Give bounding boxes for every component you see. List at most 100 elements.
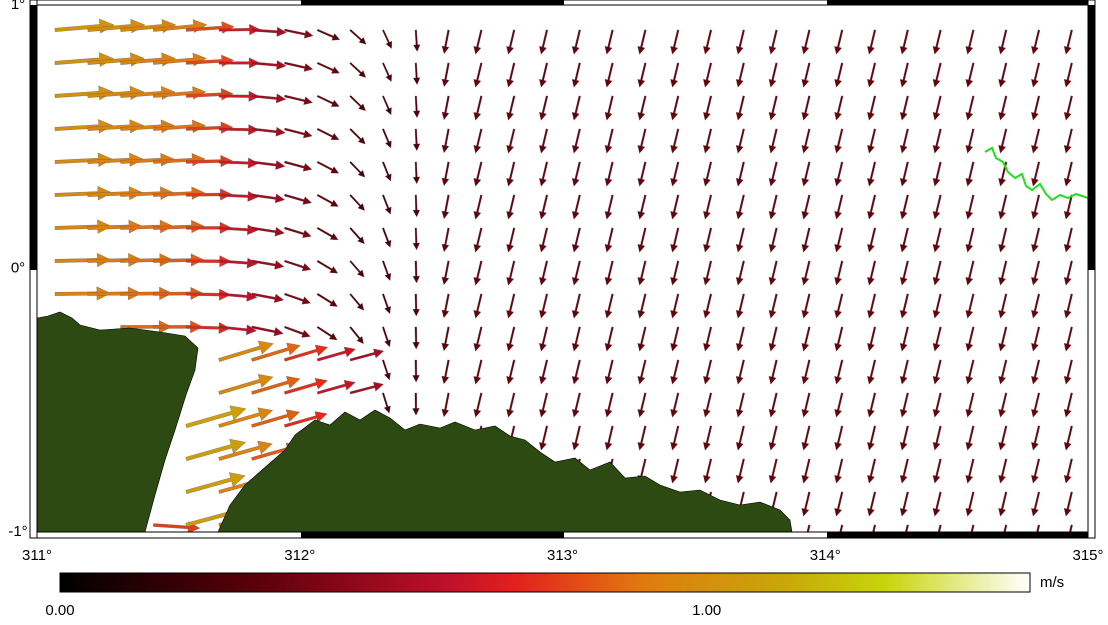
vector-arrow [1063, 128, 1073, 154]
vector-arrow [412, 128, 421, 152]
vector-arrow [670, 293, 680, 319]
vector-arrow [54, 219, 112, 234]
vector-arrow [1069, 524, 1073, 532]
vector-arrow [768, 194, 778, 220]
vector-arrow [284, 411, 328, 428]
vector-arrow [506, 62, 516, 88]
vector-arrow [965, 326, 975, 352]
vector-arrow [316, 380, 356, 395]
vector-arrow [899, 359, 909, 385]
vector-arrow [412, 227, 420, 251]
vector-arrow [1063, 458, 1073, 484]
vector-arrow [998, 359, 1008, 385]
vector-arrow [186, 221, 232, 234]
vector-arrow [867, 29, 877, 55]
vector-arrow [1031, 293, 1041, 319]
vector-arrow [120, 219, 174, 234]
vector-arrow [1036, 524, 1041, 532]
vector-arrow [185, 405, 247, 428]
vector-arrow [604, 128, 614, 154]
vector-arrow [539, 194, 549, 220]
lon-tick-label: 315° [1072, 547, 1103, 564]
frame-bars [29, 0, 1096, 539]
vector-arrow [965, 128, 975, 154]
vector-arrow [571, 62, 581, 88]
vector-arrow [965, 62, 975, 88]
vector-arrow [441, 95, 450, 121]
vector-arrow [670, 227, 680, 253]
vector-arrow [998, 293, 1008, 319]
vector-arrow [735, 62, 745, 88]
vector-arrow [670, 359, 680, 385]
vector-arrow [539, 128, 549, 154]
vector-arrow [834, 326, 844, 352]
vector-arrow [867, 227, 877, 253]
vector-arrow [834, 95, 844, 121]
lon-tick-label: 312° [284, 547, 315, 564]
vector-arrow [413, 95, 421, 119]
vector-arrow [412, 161, 421, 185]
vector-arrow [218, 340, 274, 362]
vector-arrow [218, 191, 259, 202]
vector-arrow [801, 458, 811, 484]
vector-arrow [937, 524, 942, 532]
colorbar-tick-label: 1.00 [692, 602, 721, 619]
vector-arrow [473, 326, 483, 352]
vector-arrow [185, 472, 246, 494]
vector-arrow [1031, 227, 1041, 253]
vector-arrow [899, 29, 909, 55]
vector-arrow [801, 326, 811, 352]
vector-arrow [899, 326, 909, 352]
vector-arrow [637, 29, 647, 55]
vector-arrow [284, 28, 314, 39]
vector-arrow [670, 194, 680, 220]
vector-arrow [703, 293, 713, 319]
vector-arrow [382, 62, 392, 82]
vector-arrow [251, 409, 301, 428]
vector-arrow [571, 227, 581, 253]
vector-arrow [349, 29, 367, 45]
vector-arrow [251, 376, 301, 395]
colorbar-tick-label: 0.00 [45, 602, 74, 619]
vector-arrow [932, 128, 942, 154]
vector-arrow [801, 29, 811, 55]
vector-arrow [473, 194, 483, 220]
landmass [217, 409, 793, 532]
vector-arrow [382, 227, 392, 248]
vector-arrow [965, 491, 975, 517]
vector-arrow [932, 359, 942, 385]
vector-arrow [153, 287, 204, 300]
vector-arrow [251, 226, 285, 237]
vector-arrow [1031, 458, 1041, 484]
vector-arrow [899, 458, 909, 484]
vector-arrow [1031, 128, 1041, 154]
vector-arrow [412, 293, 420, 317]
vector-arrow [604, 227, 614, 253]
vector-arrow [441, 293, 450, 319]
vector-arrow [1063, 62, 1073, 88]
vector-arrow [571, 425, 581, 451]
vector-arrow [539, 425, 549, 451]
vector-arrow [186, 188, 233, 201]
vector-arrow [251, 325, 284, 337]
vector-arrow [441, 62, 450, 88]
vector-arrow [539, 227, 549, 253]
vector-arrow [316, 95, 340, 107]
vector-arrow [801, 161, 811, 187]
vector-arrow [604, 194, 614, 220]
vector-arrow [604, 95, 614, 121]
vector-arrow [670, 392, 680, 418]
vector-arrow [735, 359, 745, 385]
vector-arrow [571, 392, 581, 418]
vector-arrow [251, 193, 286, 204]
vector-arrow [349, 227, 365, 245]
vector-arrow [735, 227, 745, 253]
vector-arrow [801, 260, 811, 286]
vector-arrow [87, 219, 143, 234]
vector-arrow [441, 392, 450, 418]
vector-arrow [251, 342, 301, 362]
vector-arrow [316, 259, 339, 274]
vector-arrow [1063, 491, 1073, 517]
vector-arrow [349, 128, 366, 145]
vector-arrow [905, 524, 909, 532]
